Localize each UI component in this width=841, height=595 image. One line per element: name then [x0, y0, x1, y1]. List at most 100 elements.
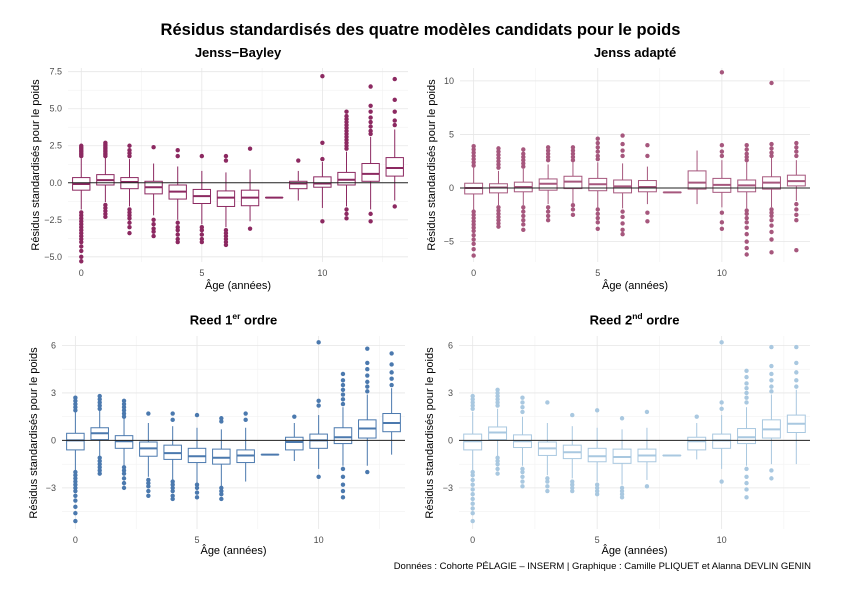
- outlier-point: [365, 373, 370, 378]
- outlier-point: [594, 485, 600, 491]
- outlier-point: [769, 363, 774, 369]
- outlier-point: [744, 466, 749, 472]
- outlier-point: [719, 406, 724, 411]
- outlier-point: [794, 207, 799, 212]
- outlier-point: [340, 378, 346, 383]
- outlier-point: [97, 393, 102, 399]
- outlier-point: [223, 158, 229, 163]
- y-tick-label: −3: [46, 483, 56, 493]
- boxplot-age-10: [712, 70, 732, 231]
- outlier-point: [570, 202, 576, 208]
- outlier-point: [79, 239, 84, 245]
- boxplot-age-2: [120, 143, 139, 236]
- boxplot-age-2: [114, 398, 134, 491]
- plot-reed-1: −3 0 3 6 0 5 10: [46, 336, 405, 545]
- outlier-point: [170, 493, 175, 498]
- outlier-point: [170, 485, 175, 491]
- outlier-point: [495, 458, 500, 464]
- outlier-point: [495, 393, 500, 399]
- plot-jenss-bayley: −5.0 −2.5 0.0 2.5 5.0 7.5 0 5 10: [44, 67, 408, 278]
- outlier-point: [389, 376, 394, 381]
- outlier-point: [794, 370, 799, 375]
- outlier-point: [595, 153, 600, 159]
- outlier-point: [73, 485, 78, 491]
- outlier-point: [146, 477, 151, 483]
- x-tick-label: 0: [79, 268, 84, 278]
- boxplot-age-6: [212, 416, 231, 502]
- outlier-point: [744, 400, 749, 405]
- outlier-point: [521, 151, 526, 156]
- outlier-point: [794, 153, 799, 159]
- outlier-point: [520, 474, 525, 479]
- boxplot-age-9: [687, 414, 707, 460]
- outlier-point: [316, 474, 321, 479]
- outlier-point: [595, 226, 600, 231]
- boxplot-age-3: [538, 145, 558, 223]
- outlier-point: [194, 412, 200, 418]
- outlier-point: [545, 400, 550, 405]
- outlier-point: [97, 471, 102, 476]
- outlier-point: [223, 242, 229, 248]
- outlier-point: [127, 153, 132, 159]
- x-tick-label: 0: [73, 535, 78, 545]
- outlier-point: [470, 393, 475, 399]
- panel-title-jenss-adapte: Jenss adapté: [593, 45, 677, 60]
- outlier-point: [570, 145, 576, 150]
- outlier-point: [645, 210, 650, 215]
- outlier-point: [570, 485, 575, 491]
- outlier-point: [121, 480, 127, 486]
- box-iqr: [337, 171, 356, 186]
- outlier-point: [471, 209, 476, 214]
- outlier-point: [744, 381, 749, 386]
- outlier-point: [769, 217, 774, 223]
- box-iqr: [361, 163, 380, 182]
- outlier-point: [496, 221, 501, 226]
- outlier-point: [744, 487, 749, 492]
- y-tick-label: 3: [448, 388, 453, 398]
- outlier-point: [570, 479, 575, 484]
- outlier-point: [127, 220, 132, 225]
- outlier-point: [471, 163, 476, 168]
- gridlines: [460, 68, 810, 262]
- outlier-point: [73, 476, 78, 481]
- outlier-point: [719, 220, 725, 225]
- outlier-point: [794, 248, 799, 253]
- outlier-point: [340, 401, 346, 407]
- outlier-point: [595, 140, 600, 146]
- outlier-point: [199, 153, 205, 159]
- outlier-point: [247, 226, 253, 231]
- outlier-point: [73, 469, 78, 475]
- outlier-point: [769, 229, 774, 235]
- outlier-point: [368, 124, 373, 129]
- outlier-point: [471, 237, 476, 242]
- outlier-point: [769, 146, 774, 151]
- outlier-point: [73, 473, 78, 478]
- x-axis-label: Âge (années): [204, 280, 272, 292]
- outlier-point: [495, 400, 500, 405]
- outlier-point: [545, 484, 550, 489]
- x-tick-label: 10: [317, 268, 327, 278]
- outlier-point: [595, 211, 600, 216]
- outlier-point: [545, 145, 551, 150]
- outlier-point: [570, 488, 575, 494]
- outlier-point: [619, 495, 625, 500]
- outlier-point: [392, 109, 397, 114]
- outlier-point: [496, 162, 501, 167]
- outlier-point: [127, 143, 132, 148]
- outlier-point: [545, 217, 551, 223]
- outlier-point: [121, 408, 127, 413]
- outlier-point: [365, 346, 370, 351]
- outlier-point: [470, 397, 475, 402]
- boxplot-age-12: [358, 346, 377, 475]
- y-tick-label: 5.0: [49, 104, 62, 114]
- outlier-point: [495, 390, 500, 396]
- outlier-point: [694, 414, 699, 419]
- outlier-point: [521, 209, 526, 214]
- boxplot-age-4: [168, 147, 187, 245]
- outlier-point: [620, 133, 625, 138]
- outlier-point: [73, 401, 78, 407]
- outlier-point: [570, 207, 576, 212]
- x-tick-label: 10: [314, 535, 324, 545]
- outlier-point: [744, 225, 749, 230]
- outlier-point: [73, 482, 78, 487]
